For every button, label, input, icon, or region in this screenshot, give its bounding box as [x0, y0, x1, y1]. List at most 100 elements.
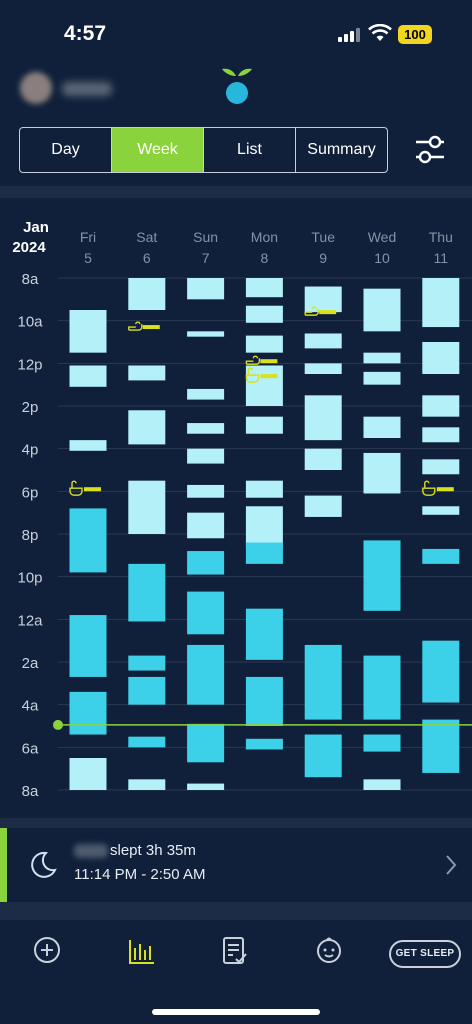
nap-block[interactable]: [422, 278, 460, 328]
nap-block[interactable]: [245, 335, 283, 353]
nap-block[interactable]: [245, 365, 283, 406]
nap-block[interactable]: [363, 779, 401, 790]
nap-block[interactable]: [304, 286, 342, 313]
bath-icon[interactable]: [245, 367, 260, 383]
nap-block[interactable]: [69, 310, 107, 353]
night-sleep-block[interactable]: [128, 563, 166, 622]
filter-settings-icon[interactable]: [412, 132, 448, 168]
feeding-marker[interactable]: [142, 325, 160, 330]
nap-block[interactable]: [187, 331, 225, 337]
nap-block[interactable]: [363, 452, 401, 494]
feeding-marker[interactable]: [319, 310, 337, 315]
nap-block[interactable]: [187, 484, 225, 498]
nap-block[interactable]: [128, 365, 166, 381]
nap-block[interactable]: [187, 783, 225, 790]
hour-label: 12a: [17, 612, 43, 629]
nap-block[interactable]: [363, 371, 401, 385]
separator: [0, 186, 472, 198]
night-sleep-block[interactable]: [245, 608, 283, 660]
hour-label: 4a: [22, 698, 39, 715]
bath-marker[interactable]: [436, 487, 454, 492]
bath-icon[interactable]: [422, 480, 436, 496]
night-sleep-block[interactable]: [363, 540, 401, 611]
night-sleep-block[interactable]: [363, 734, 401, 752]
bath-marker[interactable]: [84, 487, 101, 492]
nap-block[interactable]: [69, 365, 107, 387]
get-sleep-button[interactable]: GET SLEEP: [389, 940, 461, 968]
tab-list[interactable]: List: [204, 128, 296, 172]
bath-icon[interactable]: [69, 480, 83, 496]
night-sleep-block[interactable]: [422, 640, 460, 703]
night-sleep-block[interactable]: [128, 736, 166, 748]
nap-block[interactable]: [245, 278, 283, 298]
night-sleep-block[interactable]: [422, 548, 460, 564]
card-accent-bar: [0, 828, 7, 902]
hour-label: 10a: [17, 314, 43, 331]
nap-block[interactable]: [128, 278, 166, 310]
nap-block[interactable]: [422, 506, 460, 515]
nap-block[interactable]: [128, 410, 166, 445]
feeding-icon[interactable]: [245, 355, 261, 365]
nap-block[interactable]: [245, 416, 283, 434]
night-sleep-block[interactable]: [363, 655, 401, 720]
hour-label: 10p: [17, 570, 42, 587]
nap-block[interactable]: [304, 495, 342, 517]
nap-block[interactable]: [187, 448, 225, 464]
nap-block[interactable]: [187, 512, 225, 539]
nap-block[interactable]: [304, 395, 342, 441]
nap-block[interactable]: [422, 459, 460, 475]
baby-name-blurred[interactable]: [62, 82, 112, 96]
day-date-label: 6: [143, 250, 151, 266]
charts-icon[interactable]: [126, 936, 156, 966]
add-entry-icon[interactable]: [33, 936, 61, 964]
feeding-marker[interactable]: [260, 359, 278, 364]
night-sleep-block[interactable]: [69, 615, 107, 677]
night-sleep-block[interactable]: [304, 644, 342, 720]
night-sleep-block[interactable]: [304, 734, 342, 778]
baby-face-icon[interactable]: [315, 936, 343, 964]
night-sleep-block[interactable]: [69, 691, 107, 735]
tab-day[interactable]: Day: [20, 128, 112, 172]
nap-block[interactable]: [245, 305, 283, 323]
bath-marker[interactable]: [260, 374, 278, 379]
feeding-icon[interactable]: [128, 321, 143, 331]
nap-block[interactable]: [187, 423, 225, 434]
night-sleep-block[interactable]: [422, 719, 460, 773]
night-sleep-block[interactable]: [245, 738, 283, 750]
night-sleep-block[interactable]: [245, 542, 283, 564]
nap-block[interactable]: [187, 388, 225, 400]
tab-summary[interactable]: Summary: [307, 141, 376, 158]
hour-label: 8a: [22, 783, 39, 800]
tab-week[interactable]: Week: [112, 128, 204, 172]
sleep-entry-card[interactable]: slept 3h 35m 11:14 PM - 2:50 AM: [0, 828, 472, 902]
nap-block[interactable]: [69, 440, 107, 451]
nap-block[interactable]: [187, 278, 225, 300]
nap-block[interactable]: [304, 448, 342, 470]
nap-block[interactable]: [245, 506, 283, 547]
night-sleep-block[interactable]: [128, 655, 166, 671]
night-sleep-block[interactable]: [187, 644, 225, 705]
nap-block[interactable]: [69, 758, 107, 790]
nap-block[interactable]: [422, 342, 460, 374]
nap-block[interactable]: [363, 416, 401, 438]
feeding-icon[interactable]: [304, 306, 319, 316]
nap-block[interactable]: [363, 288, 401, 332]
night-sleep-block[interactable]: [128, 676, 166, 705]
night-sleep-block[interactable]: [245, 676, 283, 726]
app-header: [0, 60, 472, 120]
nap-block[interactable]: [304, 333, 342, 349]
chevron-right-icon[interactable]: [444, 854, 458, 876]
nap-block[interactable]: [363, 352, 401, 364]
nap-block[interactable]: [422, 395, 460, 417]
nap-block[interactable]: [245, 480, 283, 498]
night-sleep-block[interactable]: [187, 551, 225, 575]
night-sleep-block[interactable]: [187, 591, 225, 635]
night-sleep-block[interactable]: [69, 508, 107, 573]
nap-block[interactable]: [128, 779, 166, 790]
nap-block[interactable]: [422, 427, 460, 443]
night-sleep-block[interactable]: [187, 723, 225, 763]
log-checklist-icon[interactable]: [221, 936, 249, 966]
nap-block[interactable]: [128, 480, 166, 534]
nap-block[interactable]: [304, 363, 342, 374]
avatar[interactable]: [20, 72, 52, 104]
